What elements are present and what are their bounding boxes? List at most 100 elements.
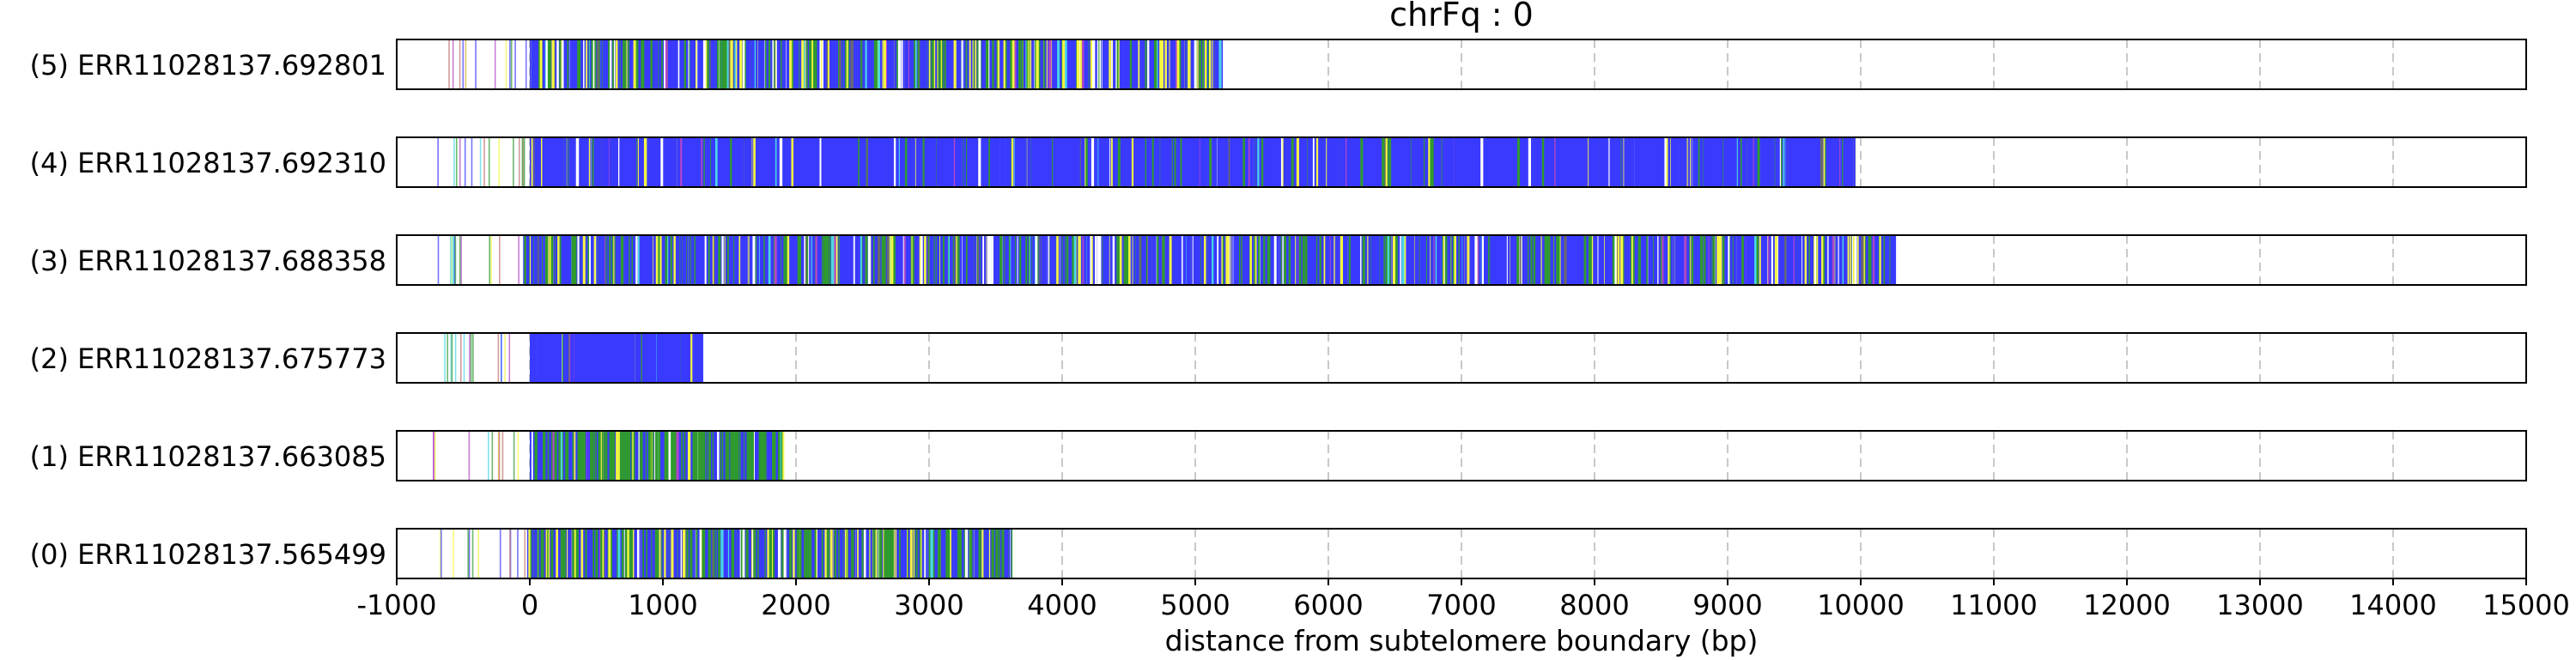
sparse-mark xyxy=(454,235,457,285)
sequence-stripe xyxy=(947,39,951,89)
sequence-stripe xyxy=(1437,235,1441,285)
sequence-stripe xyxy=(1247,235,1249,285)
sequence-stripe xyxy=(623,137,627,187)
sequence-stripe xyxy=(921,137,924,187)
sequence-stripe xyxy=(1676,137,1680,187)
sequence-stripe xyxy=(991,235,994,285)
sequence-stripe xyxy=(712,39,715,89)
sequence-stripe xyxy=(707,235,710,285)
sequence-stripe xyxy=(1633,235,1635,285)
sequence-stripe xyxy=(1854,235,1857,285)
sequence-stripe xyxy=(650,529,653,578)
sequence-stripe xyxy=(993,39,997,89)
sequence-stripe xyxy=(1480,137,1484,187)
sequence-stripe xyxy=(875,529,878,578)
sequence-stripe xyxy=(1054,235,1056,285)
sequence-stripe xyxy=(1154,137,1157,187)
sequence-stripe xyxy=(765,39,767,89)
sequence-stripe xyxy=(1762,235,1765,285)
sequence-stripe xyxy=(660,431,664,481)
sequence-stripe xyxy=(644,235,647,285)
sequence-stripe xyxy=(1361,235,1364,285)
sequence-stripe xyxy=(1546,137,1548,187)
sequence-stripe xyxy=(753,137,756,187)
sparse-mark xyxy=(489,235,491,285)
sequence-stripe xyxy=(1880,235,1883,285)
sequence-stripe xyxy=(818,235,822,285)
sequence-stripe xyxy=(893,137,896,187)
sequence-stripe xyxy=(1489,137,1492,187)
sequence-stripe xyxy=(1599,137,1601,187)
sequence-stripe xyxy=(1403,137,1406,187)
sequence-stripe xyxy=(692,529,694,578)
sequence-stripe xyxy=(752,431,754,481)
sequence-stripe xyxy=(612,529,614,578)
sequence-stripe xyxy=(761,137,763,187)
sequence-stripe xyxy=(1265,235,1267,285)
sequence-stripe xyxy=(548,431,550,481)
sequence-stripe xyxy=(586,137,587,187)
sequence-stripe xyxy=(1036,235,1039,285)
sequence-stripe xyxy=(1284,137,1286,187)
sequence-stripe xyxy=(567,529,568,578)
sequence-stripe xyxy=(1136,235,1139,285)
sequence-stripe xyxy=(603,39,605,89)
sequence-stripe xyxy=(919,235,922,285)
sequence-stripe xyxy=(829,529,833,578)
sequence-stripe xyxy=(811,529,814,578)
sequence-stripe xyxy=(860,39,862,89)
sequence-stripe xyxy=(959,235,963,285)
sequence-stripe xyxy=(963,235,966,285)
sequence-stripe xyxy=(1120,137,1122,187)
sequence-stripe xyxy=(1512,235,1515,285)
sequence-stripe xyxy=(1519,235,1522,285)
sequence-stripe xyxy=(789,137,792,187)
sequence-stripe xyxy=(874,235,878,285)
sequence-stripe xyxy=(554,431,557,481)
sequence-stripe xyxy=(1311,137,1313,187)
sequence-stripe xyxy=(1073,39,1076,89)
sequence-stripe xyxy=(1264,137,1266,187)
sequence-stripe xyxy=(805,235,809,285)
sequence-stripe xyxy=(1137,137,1139,187)
sequence-stripe xyxy=(1728,235,1730,285)
sequence-stripe xyxy=(581,431,584,481)
sequence-stripe xyxy=(655,39,657,89)
sequence-stripe xyxy=(1127,39,1130,89)
sequence-stripe xyxy=(822,39,823,89)
sequence-stripe xyxy=(1795,235,1797,285)
sequence-stripe xyxy=(1130,235,1133,285)
sequence-stripe xyxy=(611,39,613,89)
sequence-stripe xyxy=(1850,235,1852,285)
sparse-mark xyxy=(472,333,474,383)
sequence-stripe xyxy=(1107,235,1109,285)
sequence-stripe xyxy=(732,431,736,481)
sequence-stripe xyxy=(563,235,567,285)
sequence-stripe xyxy=(580,137,582,187)
sequence-stripe xyxy=(798,235,801,285)
sequence-stripe xyxy=(1615,137,1618,187)
sequence-stripe xyxy=(635,431,639,481)
sequence-stripe xyxy=(912,235,914,285)
sequence-stripe xyxy=(714,137,717,187)
sequence-stripe xyxy=(861,529,863,578)
sparse-mark xyxy=(453,137,455,187)
sequence-stripe xyxy=(656,333,659,383)
sequence-stripe xyxy=(1756,235,1759,285)
sequence-stripe xyxy=(586,39,588,89)
sequence-stripe xyxy=(793,39,796,89)
x-tick-label: 15000 xyxy=(2482,589,2570,621)
sequence-stripe xyxy=(1742,137,1744,187)
sequence-stripe xyxy=(598,137,601,187)
sequence-stripe xyxy=(1411,235,1413,285)
sequence-stripe xyxy=(690,235,691,285)
sequence-stripe xyxy=(671,431,674,481)
sequence-stripe xyxy=(1010,235,1012,285)
sequence-stripe xyxy=(933,137,936,187)
sequence-stripe xyxy=(1586,137,1589,187)
sequence-stripe xyxy=(1528,235,1531,285)
sequence-stripe xyxy=(1068,235,1072,285)
sequence-stripe xyxy=(1087,235,1090,285)
sequence-stripe xyxy=(1164,39,1167,89)
sequence-stripe xyxy=(616,137,619,187)
